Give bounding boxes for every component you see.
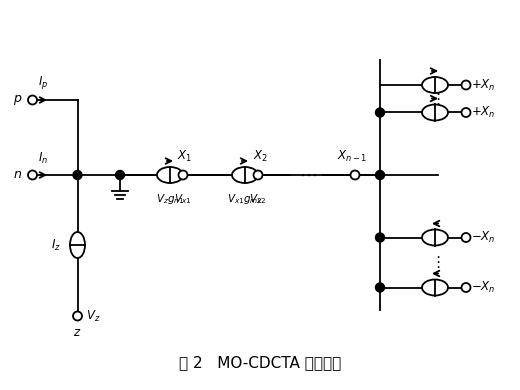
Circle shape [375,233,384,242]
Circle shape [73,170,82,179]
Text: $V_z g_{n1}$: $V_z g_{n1}$ [156,192,184,206]
Circle shape [178,170,188,179]
Text: $I_p$: $I_p$ [38,74,49,91]
Text: $n$: $n$ [14,168,22,181]
Circle shape [462,108,471,117]
Ellipse shape [157,167,183,183]
Circle shape [375,108,384,117]
Circle shape [375,283,384,292]
Text: $X_1$: $X_1$ [177,149,192,164]
Circle shape [254,170,263,179]
Text: $V_{x1}$: $V_{x1}$ [174,192,192,206]
Circle shape [462,283,471,292]
Circle shape [73,312,82,321]
Text: 图 2   MO-CDCTA 等效电路: 图 2 MO-CDCTA 等效电路 [179,355,341,370]
Ellipse shape [70,232,85,258]
Ellipse shape [422,105,448,121]
Circle shape [375,170,384,179]
Circle shape [28,170,37,179]
Text: $+X_n$: $+X_n$ [471,105,496,120]
Text: $I_n$: $I_n$ [38,151,48,166]
Circle shape [115,170,124,179]
Text: $\vdots$: $\vdots$ [430,255,440,271]
Text: $I_z$: $I_z$ [51,238,61,253]
Ellipse shape [422,229,448,245]
Text: $-X_n$: $-X_n$ [471,280,496,295]
Text: $+X_n$: $+X_n$ [471,78,496,92]
Circle shape [350,170,359,179]
Text: $\cdots$: $\cdots$ [298,166,317,184]
Text: $\vdots$: $\vdots$ [430,91,440,107]
Ellipse shape [422,77,448,93]
Text: $V_{x2}$: $V_{x2}$ [250,192,267,206]
Text: $X_2$: $X_2$ [253,149,267,164]
Circle shape [462,233,471,242]
Text: $-X_n$: $-X_n$ [471,230,496,245]
Circle shape [462,80,471,89]
Ellipse shape [422,280,448,296]
Text: $p$: $p$ [13,93,22,107]
Text: $X_{n-1}$: $X_{n-1}$ [337,149,368,164]
Text: $z$: $z$ [73,326,82,339]
Text: $V_{x1} g_{m2}$: $V_{x1} g_{m2}$ [227,192,263,206]
Circle shape [28,96,37,105]
Text: $V_z$: $V_z$ [86,308,100,324]
Ellipse shape [232,167,258,183]
